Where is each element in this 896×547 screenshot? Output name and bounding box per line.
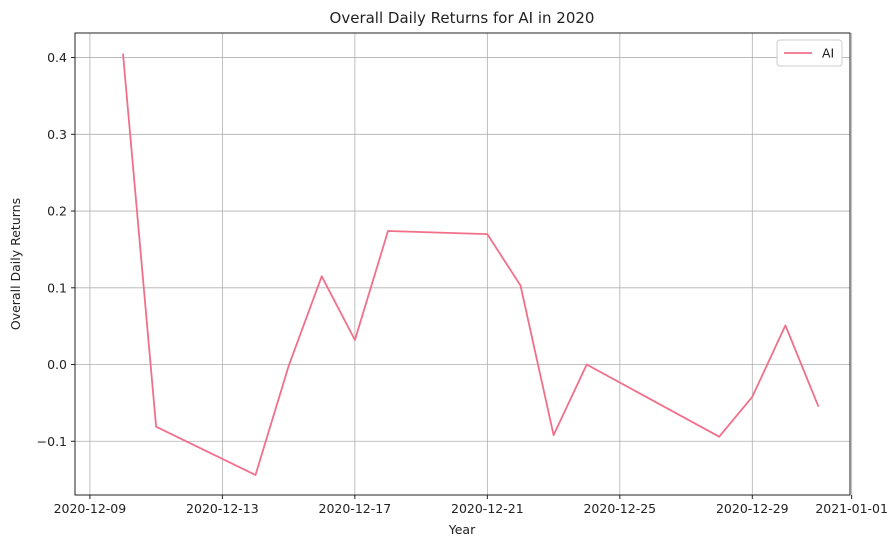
series-layer <box>122 53 820 476</box>
y-tick-label: 0.4 <box>47 50 67 65</box>
legend: AI <box>776 39 843 67</box>
x-tick-label: 2021-01-01 <box>815 501 888 516</box>
x-tick-label: 2020-12-09 <box>54 501 127 516</box>
y-tick-label: −0.1 <box>37 434 67 449</box>
y-tick-label: 0.3 <box>47 127 67 142</box>
x-tick-label: 2020-12-13 <box>186 501 259 516</box>
y-tick-label: 0.1 <box>47 280 67 295</box>
y-tick-label: 0.0 <box>47 357 67 372</box>
y-axis-title: Overall Daily Returns <box>8 198 23 330</box>
x-tick-label: 2020-12-29 <box>716 501 789 516</box>
y-tick-label: 0.2 <box>47 204 67 219</box>
x-axis: 2020-12-09 2020-12-13 2020-12-17 2020-12-21… <box>54 495 888 516</box>
x-tick-label: 2020-12-17 <box>319 501 392 516</box>
y-axis: −0.1 0.0 0.1 0.2 0.3 0.4 <box>37 50 75 449</box>
plot-frame <box>74 32 851 496</box>
chart-title: Overall Daily Returns for AI in 2020 <box>330 9 595 27</box>
x-axis-title: Year <box>448 522 476 537</box>
x-tick-label: 2020-12-25 <box>583 501 656 516</box>
grid <box>75 33 853 495</box>
legend-label: AI <box>822 46 834 61</box>
series-line-ai <box>122 53 820 476</box>
x-tick-label: 2020-12-21 <box>451 501 524 516</box>
